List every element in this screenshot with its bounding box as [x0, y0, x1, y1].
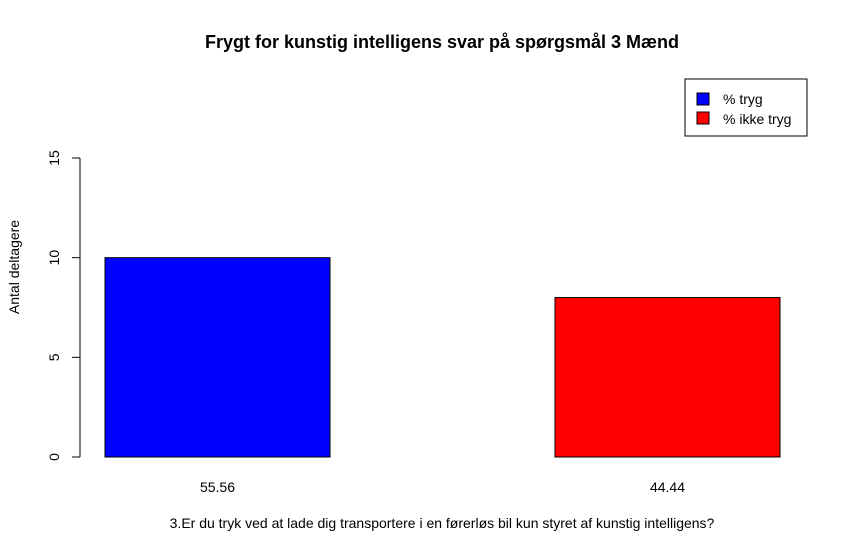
- legend-label-ikke-tryg: % ikke tryg: [723, 111, 791, 127]
- legend-label-tryg: % tryg: [723, 91, 763, 107]
- bar: [104, 257, 331, 458]
- y-tick-label: 10: [46, 250, 62, 266]
- bar: [554, 297, 781, 458]
- y-tick-label: 5: [46, 353, 62, 361]
- bars: [104, 257, 781, 458]
- legend-box: [684, 78, 808, 137]
- y-tick-label: 15: [46, 150, 62, 166]
- legend-swatch-ikke-tryg: [696, 111, 710, 125]
- y-tick-label: 0: [46, 453, 62, 461]
- legend: % tryg % ikke tryg: [684, 78, 808, 137]
- category-label: 44.44: [650, 479, 685, 495]
- category-label: 55.56: [200, 479, 235, 495]
- x-axis-label: 3.Er du tryk ved at lade dig transporter…: [170, 515, 715, 531]
- category-labels: 55.56 44.44: [200, 479, 685, 495]
- legend-swatch-tryg: [696, 92, 710, 106]
- y-axis: 0 5 10 15: [46, 150, 81, 461]
- chart-title: Frygt for kunstig intelligens svar på sp…: [205, 32, 679, 52]
- y-axis-label: Antal deltagere: [6, 220, 22, 314]
